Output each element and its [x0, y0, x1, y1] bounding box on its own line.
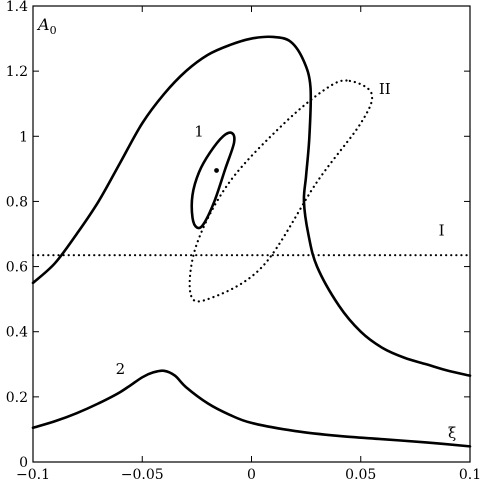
y-tick-label-1-2: 1.2: [6, 64, 28, 80]
marker-point-0: [214, 168, 219, 173]
series-main-curve: [31, 35, 472, 377]
ticks: −0.1 −0.05 0 0.05 0.1 0 0.2 0.4 0.6 0.8 1 1.2 1.4: [6, 0, 481, 483]
y-tick-label-0-8: 0.8: [6, 194, 28, 210]
y-axis-label-subscript: 0: [50, 24, 57, 37]
x-tick-label-0: 0: [247, 467, 256, 483]
y-tick-label-1-4: 1.4: [6, 0, 28, 15]
annotation-label-1: 1: [194, 122, 204, 140]
y-tick-label-1: 1: [19, 129, 28, 145]
y-axis-label: A0: [36, 15, 57, 37]
annotation-label-I: I: [439, 222, 445, 240]
x-tick-label-0-05: 0.05: [345, 467, 376, 483]
series-group: [31, 35, 472, 448]
annotation-label-2: 2: [116, 360, 126, 378]
series-curve-II: [188, 79, 374, 303]
series-curve-1: [190, 131, 236, 230]
x-tick-label-0-05: −0.05: [121, 467, 164, 483]
x-tick-label-0-1: −0.1: [16, 467, 50, 483]
x-axis-label: ξ: [448, 424, 456, 442]
y-tick-label-0-2: 0.2: [6, 390, 28, 406]
y-tick-label-0-4: 0.4: [6, 325, 28, 341]
y-axis-label-main: A: [36, 15, 50, 34]
y-tick-label-0: 0: [19, 455, 28, 471]
annotation-label-II: II: [379, 80, 391, 98]
x-tick-label-0-1: 0.1: [459, 467, 481, 483]
y-tick-label-0-6: 0.6: [6, 260, 28, 276]
plot-frame: [32, 5, 471, 463]
series-curve-2: [31, 369, 472, 448]
